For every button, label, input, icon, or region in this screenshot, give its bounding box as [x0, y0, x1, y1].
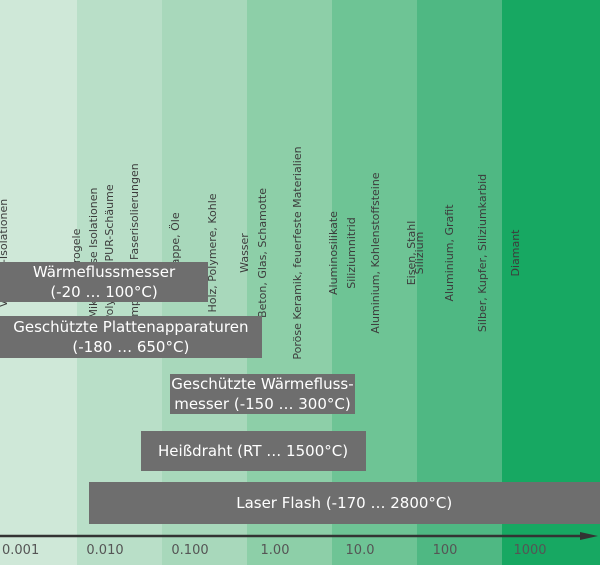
method-bar: Heißdraht (RT … 1500°C)	[140, 431, 366, 471]
method-label: Laser Flash (-170 … 2800°C)	[236, 494, 453, 512]
x-tick-label: 0.010	[86, 543, 124, 558]
material-label: Silizium	[413, 231, 427, 275]
material-label: Poröse Keramik, feuerfeste Materialien	[291, 146, 305, 360]
material-label: Beton, Glas, Schamotte	[255, 188, 269, 318]
method-bar: Wärmeflussmesser (-20 … 100°C)	[0, 262, 208, 302]
material-label: Aluminosilikate	[327, 211, 340, 295]
method-label: Wärmeflussmesser	[32, 263, 176, 281]
method-label: (-180 … 650°C)	[72, 338, 190, 356]
method-label: Geschützte Wärmefluss-	[171, 375, 354, 393]
method-bar: Geschützte Wärmefluss-messer (-150 … 300…	[170, 374, 355, 414]
material-label: Wasser	[238, 233, 252, 273]
x-axis	[0, 532, 598, 540]
x-tick-label: 0.100	[171, 543, 209, 558]
band-6	[501, 0, 600, 565]
x-tick-label: 1000	[513, 543, 547, 558]
material-label: Siliziumnitrid	[345, 217, 359, 289]
method-bar: Laser Flash (-170 … 2800°C)	[88, 482, 600, 524]
material-label: Aluminium, Grafit	[442, 204, 456, 302]
band-5	[416, 0, 502, 565]
method-label: Geschützte Plattenapparaturen	[13, 318, 249, 336]
x-axis-arrowhead	[580, 532, 598, 540]
x-tick-label: 100	[432, 543, 458, 558]
x-tick-label: 10.0	[345, 543, 375, 558]
material-label: Diamant	[509, 229, 523, 277]
method-label: (-20 … 100°C)	[50, 283, 158, 301]
method-label: messer (-150 … 300°C)	[174, 395, 351, 413]
x-tick-label: 0.001	[2, 543, 40, 558]
material-label: Aluminium, Kohlenstoffsteine	[368, 172, 382, 334]
x-tick-label: 1.00	[260, 543, 290, 558]
method-label: Heißdraht (RT … 1500°C)	[158, 442, 349, 460]
method-bar: Geschützte Plattenapparaturen (-180 … 650…	[0, 316, 262, 358]
material-label: Holz, Polymere, Kohle	[206, 193, 220, 313]
material-label: Silber, Kupfer, Siliziumkarbid	[475, 173, 489, 333]
